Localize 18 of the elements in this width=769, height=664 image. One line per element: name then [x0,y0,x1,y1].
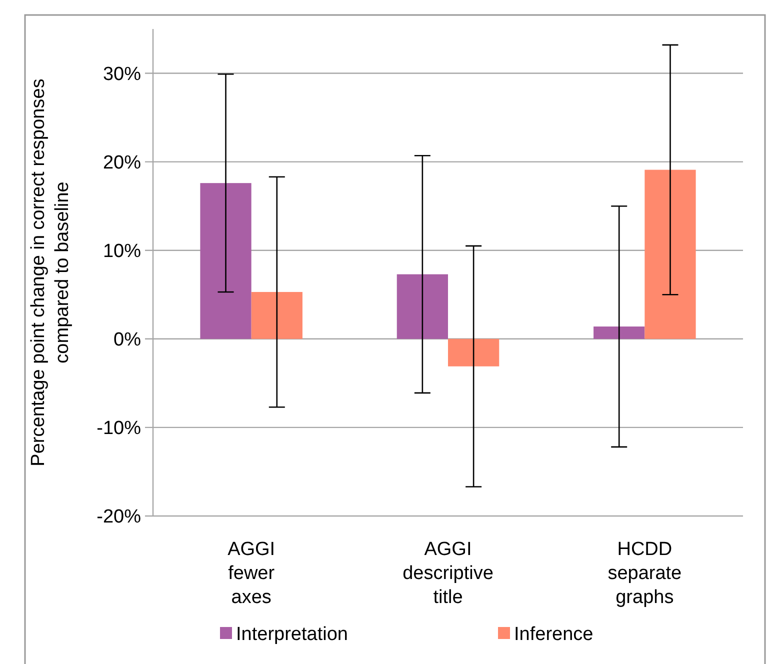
bar [594,326,645,339]
bar [396,274,448,339]
y-tick-label: 20% [102,152,142,174]
bar [251,292,302,339]
y-axis-title: Percentage point change in correct responses compared to baseline [28,78,73,466]
x-tick-label: AGGI fewer axes [228,539,276,608]
bar [644,170,696,339]
y-tick-label: 10% [102,241,142,262]
x-tick-label: AGGI descriptive title [402,539,494,608]
x-tick-label: HCDD separate graphs [608,539,682,608]
bar [200,183,252,339]
legend-label: Inference [514,624,594,645]
y-tick-label: 30% [102,64,142,85]
legend-label: Interpretation [236,624,348,645]
bar [448,338,500,366]
y-tick-label: 0% [114,330,142,351]
y-tick-label: -10% [96,418,142,440]
y-tick-label: -20% [96,506,142,528]
